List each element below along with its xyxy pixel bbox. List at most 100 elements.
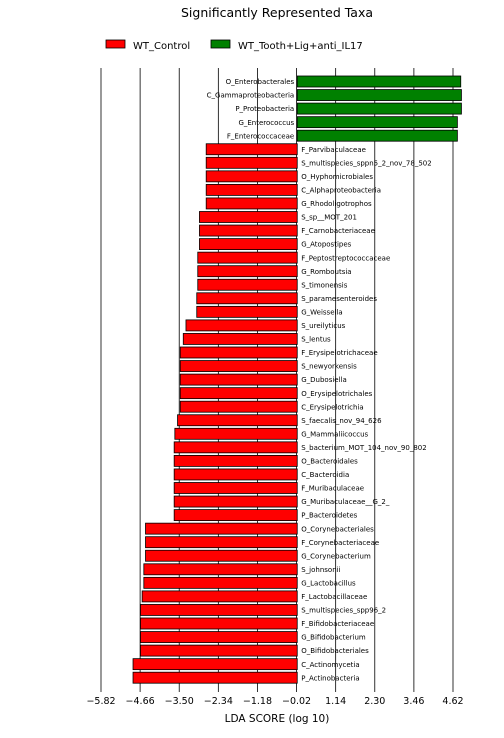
bar bbox=[296, 75, 462, 88]
bar-label: G_Bifidobacterium bbox=[301, 634, 366, 642]
bar-label: F_Carnobacteriaceae bbox=[301, 227, 375, 235]
bar-label: C_Alphaproteobacteria bbox=[301, 187, 381, 195]
bar bbox=[179, 400, 298, 413]
x-tick-label: −3.50 bbox=[165, 696, 194, 707]
bar-label: F_Lactobacillaceae bbox=[301, 593, 367, 601]
x-tick-label: 4.62 bbox=[442, 696, 463, 707]
bar-label: S_faecalis_nov_94_626 bbox=[301, 417, 382, 425]
legend-label-control: WT_Control bbox=[133, 41, 190, 52]
bar-label: F_Erysipelotrichaceae bbox=[301, 349, 377, 357]
bar bbox=[196, 292, 298, 305]
bar-label: G_Rhodoligotrophos bbox=[301, 200, 372, 208]
bar-label: G_Dubosiella bbox=[301, 376, 347, 384]
bar-label: S_bacterium_MOT_104_nov_90_802 bbox=[301, 444, 426, 452]
bar bbox=[173, 454, 298, 467]
bar bbox=[140, 644, 298, 657]
bar-label: C_Bacteroidia bbox=[301, 471, 349, 479]
bar-label: P_Proteobacteria bbox=[235, 105, 294, 113]
bar bbox=[143, 563, 298, 576]
x-tick-label: 1.14 bbox=[325, 696, 346, 707]
bar-label: S_johnsonii bbox=[301, 566, 340, 574]
bar-label: G_Muribaculaceae__G_2_ bbox=[301, 498, 390, 506]
bar bbox=[205, 183, 298, 196]
bar bbox=[179, 373, 298, 386]
bar bbox=[173, 468, 298, 481]
bar bbox=[296, 116, 458, 129]
bar-label: P_Actinobacteria bbox=[301, 674, 359, 682]
bar bbox=[296, 89, 462, 101]
legend: WT_Control WT_Tooth+Lig+anti_IL17 bbox=[105, 39, 363, 52]
bar-label: G_Enterococcus bbox=[238, 119, 294, 127]
bar bbox=[196, 305, 298, 318]
legend-label-treatment: WT_Tooth+Lig+anti_IL17 bbox=[238, 41, 363, 52]
bar-label: O_Bifidobacteriales bbox=[301, 647, 369, 655]
bar-label: G_Lactobacillus bbox=[301, 579, 356, 587]
bar-label: G_Atopostipes bbox=[301, 241, 351, 249]
bar bbox=[205, 197, 298, 210]
bar bbox=[177, 414, 298, 427]
bar-label: S_paramesenteroides bbox=[301, 295, 377, 303]
chart-title: Significantly Represented Taxa bbox=[181, 5, 373, 20]
bar-label: O_Hyphomicrobiales bbox=[301, 173, 373, 181]
x-tick-label: −4.66 bbox=[126, 696, 155, 707]
bar-label: S_timonensis bbox=[301, 281, 348, 289]
bar bbox=[179, 346, 298, 359]
bar-label: S_ureilyticus bbox=[301, 322, 345, 330]
bar bbox=[197, 251, 298, 264]
bar-label: O_Corynebacteriales bbox=[301, 525, 374, 533]
x-axis-label: LDA SCORE (log 10) bbox=[225, 713, 330, 725]
bar bbox=[132, 671, 298, 684]
bar-label: S_multispecies_spp96_2 bbox=[301, 607, 386, 615]
x-tick-label: −1.18 bbox=[243, 696, 272, 707]
bar bbox=[179, 387, 298, 400]
x-tick-label: −2.34 bbox=[204, 696, 233, 707]
bar-label: F_Muribaculaceae bbox=[301, 485, 364, 493]
x-tick-label: 3.46 bbox=[403, 696, 424, 707]
bar-label: S_newyorkensis bbox=[301, 363, 357, 371]
bar bbox=[182, 333, 298, 345]
bar bbox=[296, 102, 462, 115]
bar bbox=[179, 360, 298, 372]
bar bbox=[185, 319, 298, 332]
bar bbox=[205, 170, 298, 183]
bar-label: C_Actinomycetia bbox=[301, 661, 359, 669]
bar bbox=[205, 156, 298, 169]
x-tick-label: −0.02 bbox=[282, 696, 311, 707]
bar-label: P_Bacteroidetes bbox=[301, 512, 357, 520]
bar-label: F_Bifidobacteriaceae bbox=[301, 620, 374, 628]
bar-label: S_multispecies_sppn5_2_nov_78_502 bbox=[301, 159, 431, 167]
bar-label: G_Romboutsia bbox=[301, 268, 351, 276]
bar-label: G_Weissella bbox=[301, 308, 342, 316]
bar-label: F_Corynebacteriaceae bbox=[301, 539, 379, 547]
bar bbox=[173, 509, 298, 522]
bar bbox=[199, 224, 298, 237]
bar-labels: O_Enterobacterales C_Gammaproteobacteria P… bbox=[207, 78, 432, 682]
bar-label: F_Parvibaculaceae bbox=[301, 146, 366, 154]
bar bbox=[145, 536, 298, 549]
bar bbox=[173, 482, 298, 494]
bars bbox=[132, 75, 462, 684]
bar bbox=[174, 427, 298, 440]
x-tick-label: 2.30 bbox=[364, 696, 385, 707]
bar-label: O_Bacteroidales bbox=[301, 458, 358, 466]
bar-label: S_lentus bbox=[301, 336, 331, 344]
bar bbox=[199, 211, 298, 223]
bar bbox=[197, 278, 298, 291]
bar-label: G_Corynebacterium bbox=[301, 552, 371, 560]
bar bbox=[173, 441, 298, 454]
bar bbox=[145, 549, 298, 562]
bar-label: C_Gammaproteobacteria bbox=[207, 92, 295, 100]
bar-label: O_Enterobacterales bbox=[226, 78, 295, 86]
bar-label: S_sp__MOT_201 bbox=[301, 214, 357, 222]
bar bbox=[132, 658, 298, 671]
x-axis: −5.82 −4.66 −3.50 −2.34 −1.18 −0.02 1.14 2.30 3.… bbox=[86, 688, 464, 707]
x-tick-label: −5.82 bbox=[86, 696, 115, 707]
bar bbox=[145, 522, 298, 535]
bar-label: O_Erysipelotrichales bbox=[301, 390, 372, 398]
bar bbox=[296, 129, 458, 142]
bar bbox=[199, 238, 298, 251]
bar bbox=[140, 604, 298, 616]
bar-label: G_Mammaliicoccus bbox=[301, 430, 368, 438]
bar-label: F_Enterococcaceae bbox=[227, 132, 294, 140]
